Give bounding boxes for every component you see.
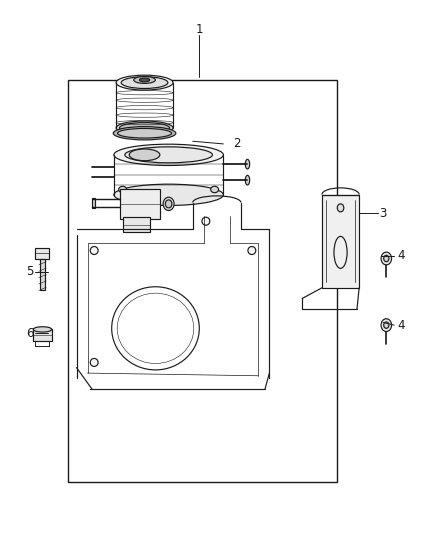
Ellipse shape — [134, 76, 155, 83]
Text: 4: 4 — [397, 319, 405, 332]
Ellipse shape — [117, 128, 172, 138]
Ellipse shape — [139, 78, 150, 82]
Ellipse shape — [384, 322, 389, 328]
Ellipse shape — [245, 175, 250, 185]
Text: 1: 1 — [195, 23, 203, 36]
Ellipse shape — [211, 187, 219, 192]
Ellipse shape — [163, 197, 174, 211]
Ellipse shape — [125, 147, 212, 163]
Ellipse shape — [381, 319, 392, 332]
Ellipse shape — [35, 251, 49, 256]
Ellipse shape — [245, 159, 250, 169]
Text: 5: 5 — [26, 265, 33, 278]
Text: 3: 3 — [380, 207, 387, 220]
Ellipse shape — [166, 200, 172, 208]
Ellipse shape — [90, 358, 98, 367]
Bar — [40, 259, 45, 290]
Bar — [35, 248, 49, 259]
Text: 4: 4 — [397, 249, 405, 262]
Ellipse shape — [90, 247, 98, 255]
Ellipse shape — [116, 121, 173, 135]
Ellipse shape — [129, 149, 160, 161]
Bar — [33, 329, 52, 341]
Ellipse shape — [120, 123, 170, 133]
Ellipse shape — [114, 144, 223, 165]
Ellipse shape — [384, 255, 389, 262]
Bar — [322, 195, 359, 288]
Bar — [68, 80, 337, 482]
Ellipse shape — [119, 187, 127, 192]
Ellipse shape — [114, 184, 223, 205]
Bar — [123, 217, 150, 232]
Ellipse shape — [337, 204, 344, 212]
Ellipse shape — [202, 217, 210, 225]
Bar — [120, 189, 160, 219]
Ellipse shape — [381, 252, 392, 265]
Text: 2: 2 — [233, 138, 240, 150]
Ellipse shape — [121, 77, 168, 88]
Text: 6: 6 — [26, 327, 34, 340]
Bar — [92, 198, 95, 208]
Ellipse shape — [248, 247, 256, 255]
Ellipse shape — [116, 75, 173, 90]
Ellipse shape — [113, 126, 176, 140]
Ellipse shape — [33, 327, 52, 332]
